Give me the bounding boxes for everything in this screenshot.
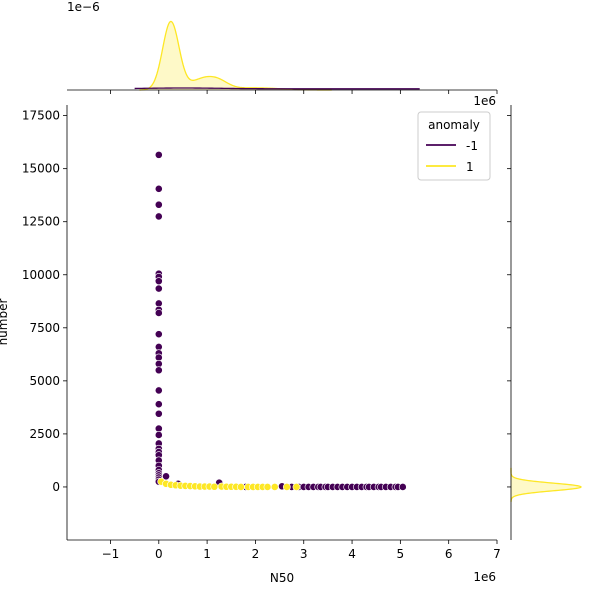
scatter-points	[154, 150, 407, 491]
legend-label-1: 1	[466, 160, 474, 174]
scatter-point-1	[210, 482, 219, 491]
legend-label-neg1: -1	[466, 139, 478, 153]
scatter-point-1	[237, 483, 245, 491]
scatter-point-1	[292, 483, 301, 491]
scatter-point-1	[270, 483, 279, 491]
scatter-point-neg1	[154, 400, 163, 409]
y-tick-label: 12500	[22, 215, 60, 229]
y-tick-label: 7500	[29, 321, 60, 335]
x-offset-label: 1e6	[473, 570, 496, 584]
scatter-point-neg1	[154, 150, 163, 159]
scatter-point-neg1	[154, 409, 163, 418]
scatter-point-neg1	[154, 330, 163, 339]
scatter-point-neg1	[154, 386, 163, 395]
y-offset-label: 1e6	[473, 94, 496, 108]
legend-title: anomaly	[428, 118, 480, 132]
y-tick-label: 15000	[22, 162, 60, 176]
y-tick-label: 0	[52, 480, 60, 494]
main-plot: −1 0 1 2 3 4 5 6 7 0 2500 5000 7500 10000 12500 15000 1…	[0, 94, 501, 585]
x-tick-label: 7	[493, 547, 501, 561]
x-tick-label: 6	[445, 547, 453, 561]
top-marginal-ticks	[110, 90, 498, 94]
scatter-point-neg1	[154, 277, 163, 286]
scatter-point-neg1	[398, 483, 407, 491]
x-tick-label: 2	[252, 547, 260, 561]
scatter-point-neg1	[154, 200, 163, 209]
top-marginal-plot: 1e−6	[67, 0, 498, 94]
legend: anomaly -1 1	[417, 111, 491, 181]
x-tick-label: −1	[102, 547, 120, 561]
top-marginal-kde-line-neg1	[134, 87, 420, 90]
scatter-point-1	[282, 483, 291, 491]
scatter-point-neg1	[154, 284, 163, 293]
x-axis-label: N50	[270, 571, 294, 585]
right-marginal-plot	[507, 105, 582, 540]
y-tick-label: 17500	[22, 109, 60, 123]
legend-box	[417, 111, 491, 181]
x-tick-label: 5	[397, 547, 405, 561]
right-marginal-kde-fill	[511, 467, 581, 502]
right-marginal-ticks	[507, 115, 511, 488]
x-tick-label: 3	[300, 547, 308, 561]
scatter-point-neg1	[154, 184, 163, 193]
x-tick-label: 1	[203, 547, 211, 561]
scatter-point-neg1	[154, 431, 163, 439]
x-axis-ticks: −1 0 1 2 3 4 5 6 7	[102, 540, 501, 561]
x-tick-label: 4	[348, 547, 356, 561]
y-axis-label: number	[0, 299, 10, 346]
y-axis-ticks: 0 2500 5000 7500 10000 12500 15000 17500	[22, 109, 67, 494]
top-marginal-kde-line-1	[139, 20, 332, 91]
y-tick-label: 5000	[29, 374, 60, 388]
scatter-point-neg1	[154, 212, 163, 221]
scatter-point-neg1	[154, 366, 163, 375]
scatter-point-1	[263, 483, 272, 491]
top-offset-label: 1e−6	[67, 0, 100, 14]
y-tick-label: 2500	[29, 427, 60, 441]
top-marginal-kde-fill	[139, 21, 333, 91]
y-tick-label: 10000	[22, 268, 60, 282]
x-tick-label: 0	[155, 547, 163, 561]
scatter-point-neg1	[154, 309, 163, 317]
